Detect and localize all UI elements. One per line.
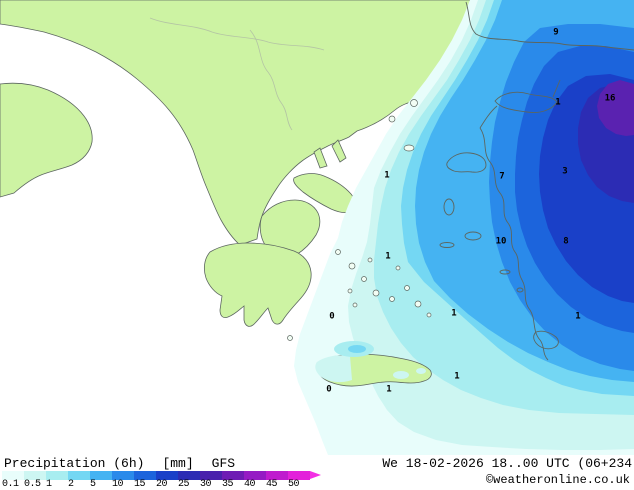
island-chios xyxy=(443,198,455,216)
legend-segment xyxy=(156,471,178,480)
legend-label: 50 xyxy=(288,479,300,490)
valid-datetime: We 18-02-2026 18..00 UTC (06+234 xyxy=(382,456,632,471)
crete-precip-dot xyxy=(393,371,409,379)
island-dot xyxy=(367,257,373,263)
map-title: Precipitation (6h) xyxy=(4,456,145,471)
footer-title-line: Precipitation (6h) [mm] GFS xyxy=(4,456,235,471)
island-samos xyxy=(464,231,482,241)
legend-segment xyxy=(90,471,112,480)
island-lemnos xyxy=(403,144,415,152)
legend-segment xyxy=(244,471,266,480)
land-chalkidiki-finger-2 xyxy=(313,147,328,169)
legend-label: 1 xyxy=(46,479,52,490)
island-dot xyxy=(414,300,422,308)
precipitation-map: 9 1 16 1 7 3 1 10 8 0 1 1 0 1 1 xyxy=(0,0,634,455)
crete-precip-dot xyxy=(416,368,426,374)
dardanelles-line xyxy=(479,105,498,129)
legend-segment xyxy=(24,471,46,480)
east-aegean-islands xyxy=(439,152,559,350)
legend-label: 0.5 xyxy=(24,479,41,490)
sea-of-marmara-outline xyxy=(494,91,558,113)
island-dot xyxy=(389,296,395,302)
black-sea-coastline xyxy=(465,1,634,51)
island-dot-outline xyxy=(516,287,524,293)
legend-bar xyxy=(2,471,321,480)
island-dot xyxy=(372,289,380,297)
island-ikaria xyxy=(439,242,455,248)
sea-precip-blob-core xyxy=(348,345,366,353)
island-samothrace xyxy=(410,99,418,107)
legend-label: 2 xyxy=(68,479,74,490)
legend-segment xyxy=(200,471,222,480)
island-lesbos xyxy=(446,152,487,173)
legend-label: 35 xyxy=(222,479,234,490)
land-italy-heel xyxy=(0,82,93,198)
land-chalkidiki-finger-1 xyxy=(331,139,347,163)
legend-label: 20 xyxy=(156,479,168,490)
legend-segment xyxy=(46,471,68,480)
legend-segment xyxy=(266,471,288,480)
legend-segment xyxy=(68,471,90,480)
land-peloponnese xyxy=(203,242,312,327)
legend-segment xyxy=(222,471,244,480)
island-kos xyxy=(499,269,511,275)
precip-core-spot xyxy=(597,80,634,136)
legend-label: 0.1 xyxy=(2,479,19,490)
island-thasos xyxy=(388,115,396,123)
island-dot xyxy=(348,262,356,270)
island-dot xyxy=(426,312,432,318)
legend-label: 5 xyxy=(90,479,96,490)
island-kythira xyxy=(287,335,293,341)
legend-label: 40 xyxy=(244,479,256,490)
legend-label: 25 xyxy=(178,479,190,490)
island-dot xyxy=(404,285,410,291)
island-dot xyxy=(347,288,353,294)
small-islands xyxy=(287,99,432,341)
island-dot xyxy=(361,276,367,282)
map-svg xyxy=(0,0,634,455)
legend-label: 10 xyxy=(112,479,124,490)
river-line xyxy=(149,17,325,51)
legend-label: 15 xyxy=(134,479,146,490)
island-dot xyxy=(352,302,358,308)
legend-segment xyxy=(112,471,134,480)
model-name: GFS xyxy=(211,456,236,471)
crete-precip-wash xyxy=(315,355,352,383)
precipitation-legend: 0.1 0.5 1 2 5 10 15 20 25 30 35 40 45 50 xyxy=(2,471,321,490)
copyright-text: ©weatheronline.co.uk xyxy=(485,473,630,487)
turkish-west-coastline xyxy=(479,127,549,361)
bosphorus-line xyxy=(552,79,561,98)
island-dot xyxy=(395,265,401,271)
legend-label: 30 xyxy=(200,479,212,490)
land-attica xyxy=(259,199,321,260)
legend-segment xyxy=(2,471,24,480)
coastlines-northeast xyxy=(465,1,634,361)
island-rhodes xyxy=(533,330,559,350)
legend-segment xyxy=(178,471,200,480)
legend-segment xyxy=(134,471,156,480)
legend-arrow xyxy=(310,471,321,479)
island-dot xyxy=(335,249,341,255)
legend-labels: 0.1 0.5 1 2 5 10 15 20 25 30 35 40 45 50 xyxy=(2,480,321,490)
country-border-line xyxy=(249,29,293,131)
map-footer: Precipitation (6h) [mm] GFS We 18-02-202… xyxy=(0,455,634,490)
legend-segment xyxy=(288,471,310,480)
map-unit: [mm] xyxy=(162,456,194,471)
legend-label: 45 xyxy=(266,479,278,490)
